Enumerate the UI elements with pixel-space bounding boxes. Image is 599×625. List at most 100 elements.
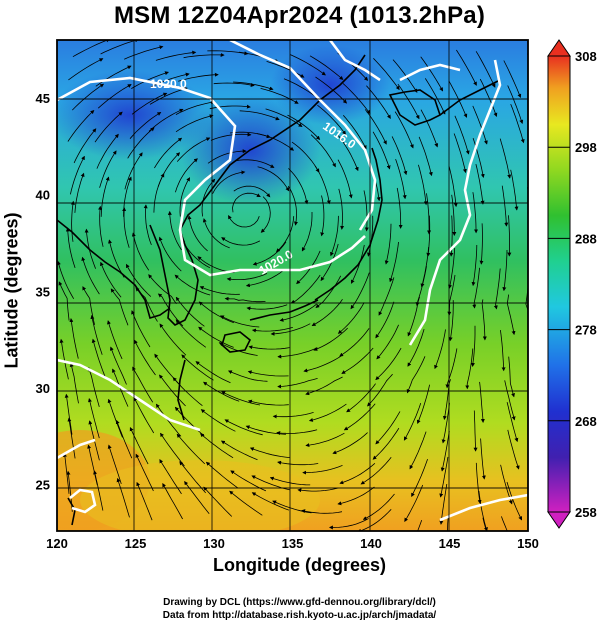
pressure-contours bbox=[57, 40, 528, 522]
streamline bbox=[472, 137, 485, 178]
streamline bbox=[205, 461, 239, 489]
streamline bbox=[276, 429, 318, 435]
streamline bbox=[67, 417, 76, 459]
streamline bbox=[65, 227, 76, 269]
streamline bbox=[179, 177, 191, 217]
streamline bbox=[507, 429, 520, 470]
streamline bbox=[346, 383, 376, 413]
streamline bbox=[155, 403, 182, 437]
streamline bbox=[175, 158, 198, 193]
y-tick-label: 30 bbox=[36, 381, 50, 396]
y-axis-ticks: 25 30 35 40 45 bbox=[36, 91, 50, 493]
streamline bbox=[501, 516, 508, 531]
colorbar-tick-label: 288 bbox=[575, 231, 597, 246]
streamline bbox=[74, 172, 85, 213]
streamline bbox=[198, 326, 234, 348]
streamline bbox=[58, 281, 70, 321]
streamline bbox=[502, 249, 508, 292]
streamline bbox=[129, 111, 162, 139]
streamline bbox=[233, 185, 271, 198]
x-tick-label: 135 bbox=[282, 536, 304, 551]
streamline bbox=[389, 241, 399, 283]
streamline bbox=[248, 345, 290, 350]
colorbar-min-arrow bbox=[547, 511, 571, 529]
streamline bbox=[287, 185, 298, 226]
streamline bbox=[330, 215, 339, 257]
x-tick-label: 150 bbox=[517, 536, 539, 551]
streamline bbox=[475, 51, 496, 88]
streamline bbox=[342, 83, 371, 115]
streamline bbox=[376, 324, 399, 360]
streamline bbox=[317, 104, 346, 135]
streamline bbox=[210, 132, 252, 141]
streamline bbox=[527, 53, 528, 56]
streamline bbox=[148, 274, 177, 305]
streamline bbox=[343, 403, 376, 431]
streamline bbox=[136, 481, 153, 521]
streamline bbox=[328, 518, 369, 530]
streamline bbox=[530, 160, 537, 200]
streamline bbox=[465, 348, 474, 390]
streamline bbox=[301, 212, 313, 252]
streamline bbox=[499, 138, 512, 179]
y-tick-label: 35 bbox=[36, 284, 50, 299]
streamline bbox=[447, 274, 456, 316]
streamline bbox=[224, 296, 266, 303]
streamline bbox=[315, 76, 348, 104]
streamline bbox=[221, 237, 261, 246]
streamline bbox=[338, 188, 345, 230]
streamline bbox=[481, 299, 487, 341]
streamline bbox=[534, 331, 545, 370]
streamline bbox=[107, 444, 122, 485]
streamline bbox=[219, 315, 260, 328]
streamline bbox=[439, 456, 449, 498]
streamline bbox=[96, 133, 119, 169]
streamline bbox=[510, 103, 525, 144]
streamline bbox=[525, 281, 528, 318]
temperature-field bbox=[57, 40, 528, 531]
streamline bbox=[479, 381, 485, 423]
streamline bbox=[503, 60, 522, 99]
streamline bbox=[337, 159, 353, 199]
streamline bbox=[132, 366, 154, 403]
streamline bbox=[290, 54, 326, 76]
contour-label-1020-north: 1020.0 bbox=[150, 77, 187, 91]
streamline bbox=[187, 215, 208, 252]
streamline bbox=[178, 72, 219, 82]
streamline bbox=[375, 301, 395, 339]
streamline bbox=[445, 348, 458, 389]
colorbar-tick-label: 258 bbox=[575, 505, 597, 520]
streamline bbox=[504, 380, 516, 421]
streamline bbox=[507, 215, 512, 257]
colorbar-tick-label: 278 bbox=[575, 323, 597, 338]
streamline bbox=[407, 328, 425, 367]
y-tick-label: 40 bbox=[36, 188, 50, 203]
streamline bbox=[310, 134, 336, 168]
streamline bbox=[448, 247, 456, 289]
streamline bbox=[115, 419, 133, 459]
streamline bbox=[384, 223, 392, 265]
streamline bbox=[531, 88, 545, 126]
streamline bbox=[396, 187, 403, 229]
streamline bbox=[148, 108, 184, 132]
streamline bbox=[392, 59, 418, 93]
streamline bbox=[472, 105, 488, 145]
streamline bbox=[320, 195, 325, 237]
streamline bbox=[375, 347, 402, 381]
streamline bbox=[434, 329, 446, 370]
streamline bbox=[337, 486, 375, 506]
streamline bbox=[270, 323, 311, 336]
x-axis-label: Longitude (degrees) bbox=[212, 555, 386, 575]
streamline bbox=[126, 263, 152, 297]
colorbar-max-arrow bbox=[547, 39, 571, 57]
colorbar-scale bbox=[547, 55, 571, 513]
plot-frame bbox=[56, 39, 529, 532]
streamline bbox=[174, 274, 211, 296]
streamline bbox=[69, 318, 79, 359]
streamline bbox=[213, 82, 255, 87]
streamline bbox=[409, 431, 427, 470]
streamline bbox=[69, 362, 79, 404]
streamline bbox=[131, 92, 168, 115]
streamline bbox=[415, 266, 427, 307]
streamline bbox=[301, 509, 343, 514]
